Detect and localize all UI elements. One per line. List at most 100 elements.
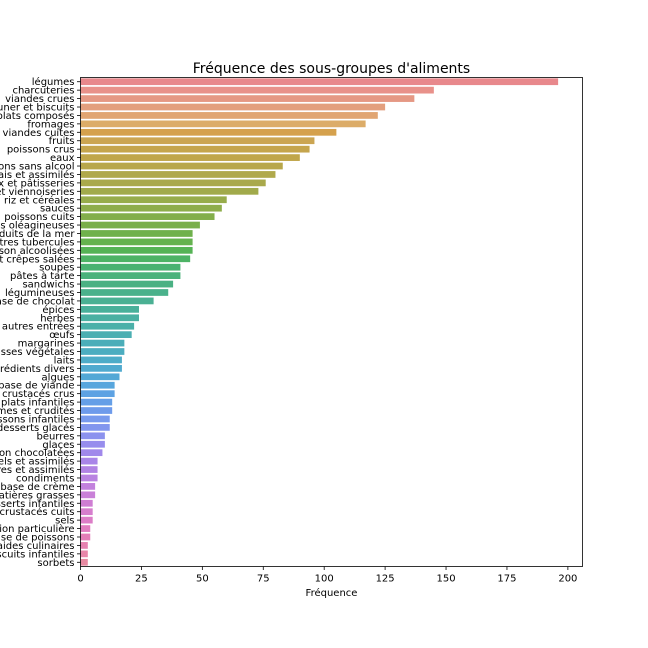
bar [80, 78, 559, 86]
y-tick-label: légumes et crudités [0, 405, 75, 417]
x-tick-label: 125 [376, 574, 395, 585]
y-tick-label: produits à base de chocolat [0, 295, 75, 307]
x-ticks: 0 25 50 75 100 125 150 175 200 [77, 566, 577, 585]
y-tick-label: œufs [49, 330, 74, 341]
bar [80, 280, 174, 288]
chart-title: Fréquence des sous-groupes d'aliments [193, 61, 470, 77]
y-tick-label: fruits [49, 136, 75, 147]
y-tick-label: desserts glacés [0, 422, 75, 434]
x-tick-label: 100 [315, 574, 334, 585]
bar [80, 246, 193, 254]
bar [80, 457, 98, 465]
x-tick-label: 50 [196, 574, 209, 585]
y-tick-label: confiserie non chocolatées [0, 447, 75, 459]
bar [80, 137, 315, 145]
y-tick-label: fruits à coque et graines oléagineuses [0, 220, 75, 232]
bar [80, 483, 96, 490]
bar [80, 289, 169, 296]
y-tick-label: produits laitiers frais et assimilés [0, 169, 75, 181]
y-tick-label: sorbets [37, 558, 74, 569]
bar [80, 398, 113, 406]
bar [80, 466, 98, 473]
y-tick-label: plats composés [0, 110, 75, 122]
y-tick-label: laits [54, 355, 75, 366]
y-tick-label: mollusques et crustacés cuits [0, 506, 75, 518]
bar [80, 525, 91, 532]
bar [80, 558, 88, 566]
bar [80, 221, 200, 229]
y-tick-label: autres matières grasses [0, 489, 75, 501]
bar [80, 196, 227, 204]
bar [80, 187, 259, 195]
y-tick-label: sauces [40, 204, 75, 215]
y-tick-label: glaces [42, 440, 74, 451]
x-axis-label: Fréquence [306, 587, 358, 599]
bar [80, 381, 115, 389]
y-tick-label: légumineuses [5, 287, 75, 299]
bar [80, 204, 222, 212]
bar [80, 407, 113, 414]
bar [80, 390, 115, 398]
bar [80, 297, 154, 305]
y-tick-label: fromages [27, 119, 74, 130]
bar [80, 339, 125, 347]
x-tick-label: 0 [77, 574, 83, 585]
y-tick-label: produits à base de crème [0, 481, 75, 493]
bar [80, 516, 93, 524]
y-tick-label: pâtes à tarte [10, 270, 74, 282]
y-tick-label: soupes [39, 263, 74, 274]
y-tick-label: aliments destinés à une alimentation par… [0, 523, 75, 535]
y-tick-label: margarines [18, 339, 75, 350]
bar [80, 314, 139, 322]
y-tick-label: poissons cuits [4, 212, 74, 223]
y-tick-label: pommes de terre et autres tubercules [0, 237, 75, 248]
y-tick-label: gâteaux et pâtisseries [0, 177, 75, 189]
y-tick-label: poissons crus [7, 145, 75, 156]
bar [80, 508, 93, 516]
bar [80, 128, 337, 136]
bar [80, 432, 105, 440]
bar [80, 364, 122, 372]
x-tick-label: 25 [135, 574, 148, 585]
bar [80, 533, 91, 541]
y-tick-label: légumes [32, 76, 75, 88]
y-tick-label: pâtes, riz et céréales [0, 194, 75, 206]
bar [80, 305, 139, 313]
bar [80, 230, 193, 237]
y-tick-label: condiments [16, 473, 74, 484]
y-tick-label: pains et viennoiseries [0, 187, 75, 198]
bar [80, 331, 132, 339]
y-tick-label: épices [42, 304, 74, 316]
bar [80, 213, 215, 220]
x-tick-label: 75 [257, 574, 270, 585]
bar [80, 255, 191, 263]
y-tick-label: sels [55, 516, 74, 527]
y-tick-label: boisson alcoolisées [0, 245, 75, 257]
plot-frame [80, 77, 583, 567]
y-tick-label: autres produits de la mer [0, 229, 75, 240]
bar [80, 373, 120, 381]
bar [80, 474, 98, 482]
bar [80, 112, 378, 119]
bar [80, 348, 125, 355]
bar [80, 415, 110, 423]
bar [80, 238, 193, 246]
y-tick-label: charcuteries [12, 86, 74, 97]
bar [80, 449, 103, 457]
bar [80, 103, 386, 111]
y-tick-label: salades composées et autres entrées [0, 321, 75, 333]
bar [80, 542, 88, 549]
y-tick-label: algues [42, 372, 75, 383]
bar [80, 120, 366, 128]
bar [80, 424, 110, 431]
y-tick-label: autres produits à base de poissons [0, 531, 75, 543]
bar [80, 162, 283, 170]
y-tick-label: eaux [50, 153, 75, 164]
bar [80, 499, 93, 507]
bar [80, 322, 135, 330]
bar [80, 145, 310, 153]
bar [80, 272, 181, 280]
x-tick-label: 200 [558, 574, 577, 585]
